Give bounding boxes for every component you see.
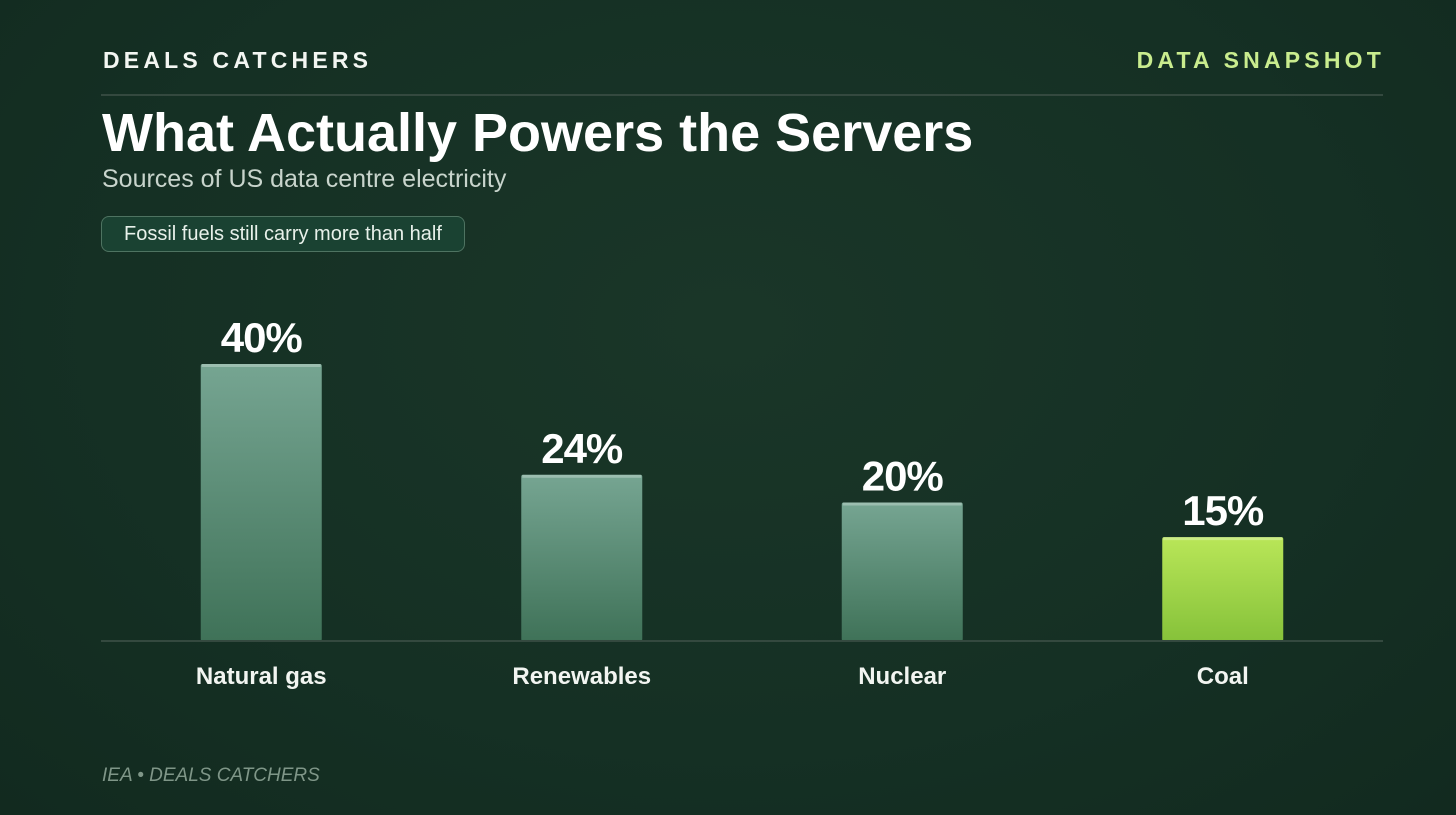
category-label-renewables: Renewables <box>512 663 651 690</box>
bar-cap-renewables <box>522 474 642 478</box>
value-label-renewables: 24% <box>541 425 623 472</box>
value-label-natural-gas: 40% <box>221 314 303 361</box>
value-label-nuclear: 20% <box>862 453 944 500</box>
category-label-coal: Coal <box>1197 663 1249 690</box>
bar-cap-nuclear <box>842 502 962 506</box>
bar-nuclear <box>841 502 963 641</box>
data-snapshot-tag: DATA SNAPSHOT <box>1136 47 1385 73</box>
chart-subtitle: Sources of US data centre electricity <box>102 165 507 193</box>
value-label-coal: 15% <box>1182 487 1264 534</box>
bar-natural-gas <box>200 364 322 641</box>
bar-renewables <box>521 474 643 641</box>
bar-coal <box>1162 537 1284 641</box>
bar-cap-coal <box>1163 537 1283 541</box>
category-label-nuclear: Nuclear <box>858 663 946 690</box>
callout-pill: Fossil fuels still carry more than half <box>101 216 465 252</box>
category-label-natural-gas: Natural gas <box>196 663 327 690</box>
chart-title: What Actually Powers the Servers <box>102 103 974 163</box>
source-credit: IEA • DEALS CATCHERS <box>102 765 320 786</box>
brand-name: DEALS CATCHERS <box>103 47 373 73</box>
header-divider <box>101 94 1383 96</box>
bar-cap-natural-gas <box>201 364 321 367</box>
